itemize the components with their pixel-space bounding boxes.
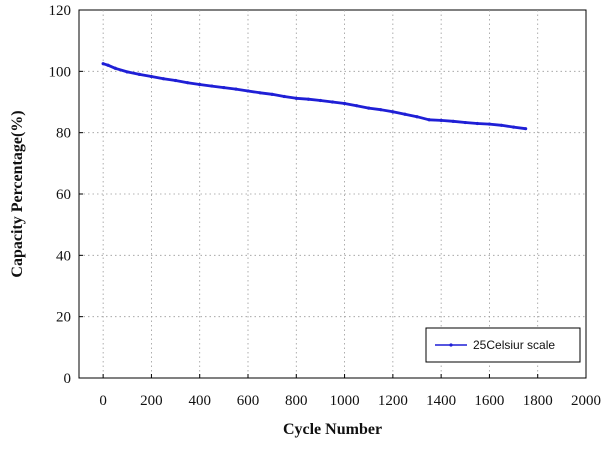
x-tick-label: 0 <box>99 393 107 409</box>
data-point <box>379 108 383 112</box>
x-tick-label: 600 <box>237 393 260 409</box>
data-point <box>222 85 226 90</box>
x-tick-label: 200 <box>140 393 163 409</box>
data-point <box>173 78 178 83</box>
x-tick-label: 400 <box>188 393 211 409</box>
data-point <box>294 96 298 100</box>
y-tick-label: 60 <box>56 187 71 203</box>
x-tick-label: 800 <box>285 393 308 409</box>
y-axis-title: Capacity Percentage(%) <box>9 110 26 277</box>
data-point <box>149 74 154 79</box>
data-point <box>355 104 359 108</box>
data-point <box>487 122 492 126</box>
legend: 25Celsiur scale <box>425 327 581 363</box>
data-point <box>106 63 110 67</box>
data-point <box>125 70 129 74</box>
y-tick-label: 0 <box>64 371 72 387</box>
data-point <box>475 121 479 126</box>
axis-ticks: 0 200 400 600 800 1000 1200 1400 1600 1800 2000 0 20… <box>49 3 602 409</box>
data-point <box>511 125 516 129</box>
data-point <box>101 62 105 66</box>
data-point <box>306 97 310 101</box>
data-point <box>330 100 335 104</box>
data-point <box>342 101 347 106</box>
data-point <box>367 106 371 110</box>
x-tick-label: 2000 <box>571 393 601 409</box>
x-axis-title: Cycle Number <box>283 421 382 438</box>
y-tick-label: 120 <box>49 3 72 19</box>
x-tick-label: 1200 <box>378 393 408 409</box>
x-tick-label: 1400 <box>426 393 456 409</box>
data-point <box>186 81 190 85</box>
x-tick-label: 1000 <box>330 393 360 409</box>
data-point <box>246 89 250 93</box>
data-point <box>415 115 419 119</box>
series-layer <box>101 62 528 131</box>
data-point <box>137 72 141 76</box>
data-point <box>113 66 117 70</box>
legend-marker <box>449 343 453 347</box>
data-point <box>403 112 407 116</box>
x-tick-label: 1600 <box>474 393 504 409</box>
y-tick-label: 40 <box>56 248 71 264</box>
data-point <box>210 84 214 88</box>
data-point <box>427 118 431 122</box>
data-point <box>270 92 274 96</box>
data-point <box>258 91 262 95</box>
data-point <box>282 94 286 99</box>
legend-label: 25Celsiur scale <box>473 338 555 352</box>
data-point <box>463 120 467 125</box>
y-tick-label: 100 <box>49 64 72 80</box>
data-point <box>161 77 166 81</box>
data-point <box>391 110 395 114</box>
data-point <box>451 119 455 123</box>
y-tick-label: 80 <box>56 126 71 142</box>
data-point <box>198 82 202 87</box>
data-point <box>234 87 238 91</box>
data-point <box>524 127 528 131</box>
grid-lines <box>79 10 586 378</box>
data-point <box>439 118 443 122</box>
data-point <box>499 123 504 127</box>
x-tick-label: 1800 <box>523 393 553 409</box>
data-point <box>318 98 323 103</box>
y-tick-label: 20 <box>56 310 71 326</box>
